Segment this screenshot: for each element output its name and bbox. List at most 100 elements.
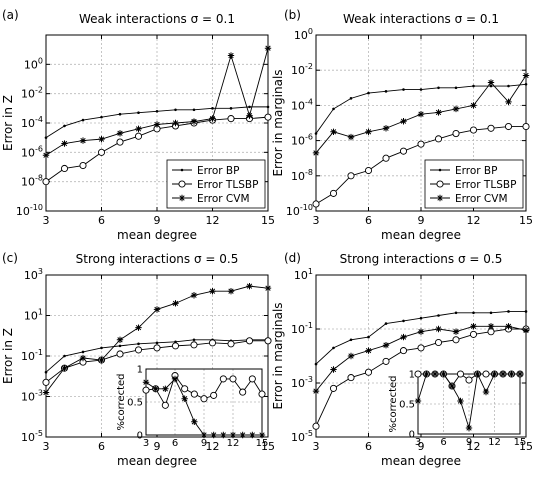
data-point: [61, 364, 68, 372]
data-point: [330, 128, 337, 135]
inset-data-point: [162, 385, 169, 392]
data-point: [63, 354, 66, 358]
data-point: [437, 314, 440, 317]
data-point: [79, 161, 87, 170]
data-point: [63, 124, 66, 128]
data-point: [312, 149, 320, 157]
y-tick-label: 10-4: [21, 115, 43, 130]
inset-data-point: [414, 397, 422, 405]
inset-x-tick-label: 12: [488, 437, 501, 448]
data-point: [312, 387, 320, 395]
series-error-tlsbp: [312, 122, 530, 208]
data-point: [347, 133, 355, 141]
data-point: [264, 337, 272, 345]
x-tick-label: 6: [98, 214, 105, 227]
data-point: [246, 112, 253, 119]
data-point: [367, 91, 370, 95]
legend-entry: Error TLSBP: [455, 179, 516, 191]
inset-y-tick-label: 0.5: [399, 400, 415, 411]
inset-data-point: [456, 370, 465, 378]
y-tick-label: 10-1: [21, 348, 43, 363]
data-point: [452, 130, 460, 138]
data-point: [400, 333, 407, 341]
inset-x-tick-label: 3: [143, 438, 149, 449]
data-point: [349, 338, 353, 342]
data-point: [472, 311, 475, 315]
data-point: [118, 344, 122, 348]
x-tick-label: 3: [43, 440, 50, 453]
data-point: [266, 105, 270, 109]
plot-frame: [315, 274, 527, 438]
data-point: [524, 82, 528, 86]
data-point: [116, 336, 124, 343]
series-error-cvm: [42, 45, 272, 159]
y-tick-label: 10-3: [21, 389, 43, 404]
inset-data-point: [423, 370, 430, 378]
data-point: [487, 79, 495, 86]
data-point: [174, 108, 177, 112]
y-tick-label: 10-3: [291, 375, 313, 390]
data-point: [504, 122, 513, 131]
legend-marker: [180, 168, 184, 172]
series-error-cvm: [312, 72, 530, 157]
data-point: [190, 292, 198, 299]
data-point: [312, 200, 320, 208]
data-point: [44, 136, 48, 139]
data-point: [454, 311, 458, 315]
x-tick-label: 12: [206, 214, 220, 227]
data-point: [264, 45, 272, 52]
chart-title: Weak interactions σ = 0.1: [343, 12, 499, 26]
legend-marker: [436, 194, 444, 202]
y-axis-label: Error in marginals: [271, 302, 285, 409]
data-point: [155, 109, 159, 113]
x-tick-label: 12: [467, 214, 481, 227]
x-tick-label: 15: [261, 440, 275, 453]
legend-marker: [178, 194, 186, 202]
chart-a: (a) Weak interactions σ = 0.1 3 6 9 12 15 10-10…: [1, 8, 275, 242]
data-point: [347, 172, 355, 180]
data-point: [190, 341, 198, 349]
inset-data-point: [414, 370, 422, 378]
data-point: [116, 138, 124, 146]
data-point: [227, 288, 235, 295]
data-point: [134, 346, 143, 354]
data-point: [347, 374, 355, 382]
inset-x-tick-label: 12: [227, 438, 240, 449]
data-point: [229, 107, 233, 110]
data-point: [522, 122, 530, 131]
data-point: [522, 72, 530, 79]
y-tick-label: 10-5: [21, 429, 43, 444]
data-point: [137, 111, 140, 115]
chart-c: (c) Strong interactions σ = 0.53 6 9 12 1510-…: [1, 251, 275, 468]
data-point: [155, 341, 159, 345]
y-tick-label: 10-2: [291, 62, 313, 77]
inset-data-point: [258, 390, 266, 398]
data-point: [246, 282, 253, 290]
y-tick-label: 100: [294, 27, 313, 42]
data-point: [192, 338, 196, 342]
x-tick-label: 15: [261, 214, 275, 227]
x-tick-label: 9: [154, 440, 161, 453]
data-point: [329, 384, 338, 392]
plot-frame: [45, 34, 269, 212]
y-tick-label: 10-5: [291, 429, 313, 444]
data-point: [81, 350, 85, 354]
data-point: [454, 86, 458, 90]
data-point: [100, 115, 103, 119]
y-tick-label: 103: [24, 267, 43, 282]
data-point: [227, 340, 235, 348]
inset-y-tick-label: 1: [137, 365, 143, 376]
legend-entry: Error BP: [455, 165, 497, 177]
data-point: [452, 105, 460, 113]
data-point: [417, 344, 425, 352]
data-point: [419, 316, 423, 320]
data-point: [42, 389, 50, 396]
inset-data-point: [457, 397, 464, 405]
inset-x-tick-label: 9: [201, 438, 207, 449]
inset-data-point: [465, 424, 473, 432]
data-point: [367, 335, 370, 339]
data-point: [314, 362, 318, 366]
y-tick-label: 101: [294, 267, 313, 282]
inset-data-point: [152, 385, 159, 392]
